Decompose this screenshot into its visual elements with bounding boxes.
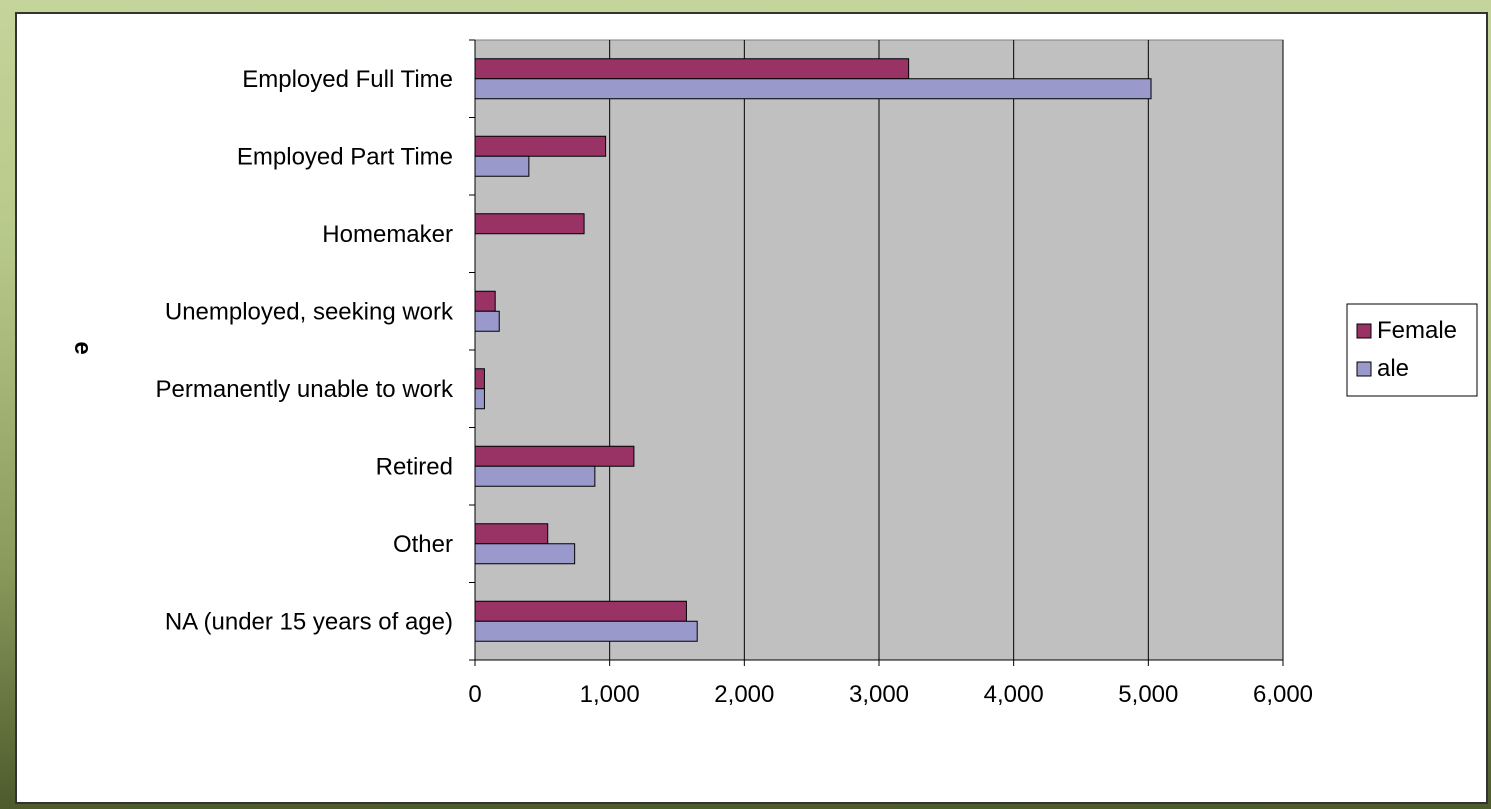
legend-swatch-female: [1356, 323, 1372, 339]
legend-label: ale: [1377, 355, 1409, 382]
category-label: Homemaker: [322, 221, 453, 248]
gridlines: [609, 40, 1284, 660]
chart-panel: 0 1,000 2,000 3,000 4,000 5,000 6,000 Employed…: [15, 12, 1488, 804]
category-labels: Employed Full Time Employed Part Time Home…: [156, 66, 455, 636]
bars: [474, 58, 1152, 642]
bar-ale-1: [474, 78, 1152, 100]
category-label: NA (under 15 years of age): [165, 608, 453, 635]
bar-ale-4: [474, 310, 500, 332]
category-label: Employed Part Time: [237, 143, 453, 170]
bar-female-8: [474, 600, 687, 622]
bar-female-1: [474, 58, 910, 80]
bar-female-4: [474, 290, 496, 312]
x-tick-label: 3,000: [849, 681, 909, 708]
x-tick-labels: 0 1,000 2,000 3,000 4,000 5,000 6,000: [468, 681, 1313, 708]
legend-swatch-ale: [1356, 361, 1372, 377]
bar-ale-7: [474, 543, 576, 565]
bar-female-6: [474, 445, 635, 467]
x-tick-label: 6,000: [1253, 681, 1313, 708]
axes: [469, 39, 1284, 666]
bar-female-3: [474, 213, 585, 235]
x-tick-label: 1,000: [580, 681, 640, 708]
bar-ale-2: [474, 155, 530, 177]
category-label: Employed Full Time: [242, 66, 453, 93]
legend-label: Female: [1377, 317, 1457, 344]
bar-chart: 0 1,000 2,000 3,000 4,000 5,000 6,000 Employed…: [69, 39, 1478, 708]
category-label: Permanently unable to work: [156, 376, 454, 403]
y-axis-label: e: [69, 341, 96, 354]
legend-box: [1346, 303, 1478, 397]
x-tick-label: 0: [468, 681, 481, 708]
bar-female-7: [474, 523, 549, 545]
bar-female-2: [474, 135, 607, 157]
x-tick-label: 4,000: [984, 681, 1044, 708]
category-label: Other: [393, 531, 453, 558]
bar-ale-8: [474, 620, 698, 642]
x-tick-label: 2,000: [714, 681, 774, 708]
category-label: Retired: [376, 453, 453, 480]
bar-female-5: [474, 368, 485, 390]
category-label: Unemployed, seeking work: [165, 298, 454, 325]
x-tick-label: 5,000: [1118, 681, 1178, 708]
bar-ale-5: [474, 388, 485, 410]
bar-ale-6: [474, 465, 596, 487]
legend: Female ale: [1346, 303, 1478, 397]
